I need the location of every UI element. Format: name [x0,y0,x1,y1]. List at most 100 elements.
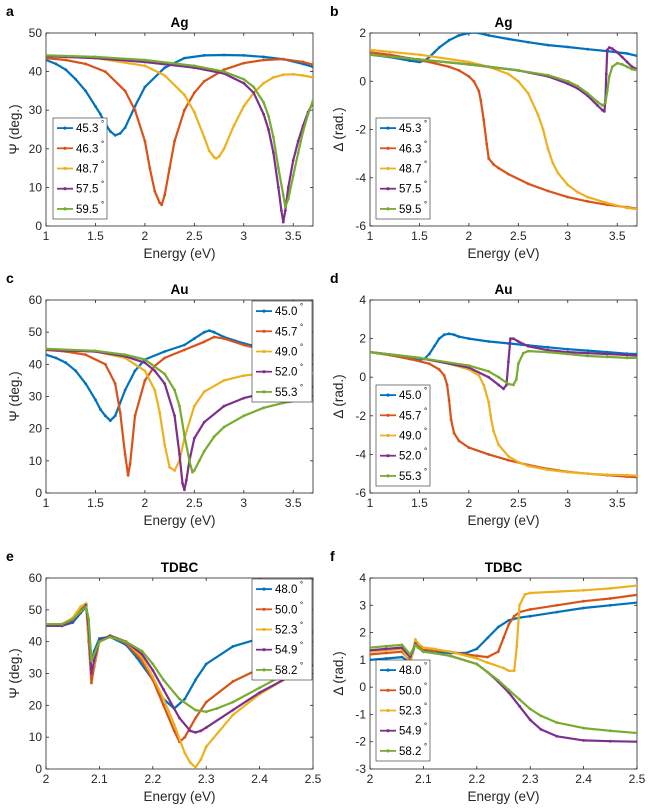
data-point [202,390,206,394]
x-tick-label: 2.5 [629,772,646,786]
data-point [202,79,206,83]
degree-symbol: ° [424,722,427,731]
data-point [497,443,500,447]
data-point [231,713,235,717]
data-point [625,65,629,69]
data-point [497,166,500,170]
data-point [143,369,147,373]
y-tick-label: 30 [29,103,43,117]
legend-label: 59.5 [76,204,98,216]
data-point [512,614,516,618]
legend-label: 48.7 [399,164,421,176]
y-tick-label: -6 [355,219,366,233]
data-point [163,382,167,385]
data-point [194,708,197,712]
x-tick-label: 1 [367,496,374,510]
data-point [202,449,206,453]
data-point [528,718,532,722]
legend-marker [386,729,390,733]
legend-marker [386,413,390,417]
data-point [267,128,270,131]
y-tick-label: 1 [359,653,366,667]
data-point [502,636,505,640]
data-point [98,640,101,644]
data-point [281,57,285,61]
degree-symbol: ° [101,139,104,148]
degree-symbol: ° [101,180,104,189]
data-point [528,608,532,611]
data-point [486,670,489,674]
data-point [521,351,525,355]
data-point [635,740,637,744]
data-point [555,603,559,607]
legend-label: 45.7 [275,326,297,338]
x-tick-label: 2.5 [186,229,203,243]
data-point [280,209,283,213]
data-point [586,472,589,476]
x-axis-label: Energy (eV) [143,789,215,804]
data-point [183,93,186,97]
data-point [497,375,500,379]
data-point [296,139,300,143]
x-tick-label: 3.5 [285,496,302,510]
panel-d: 1 1.5 2 2.5 3 3.5 -6 -4 -2 0 2 4 Energy (eV) Δ (rad.)… [330,270,638,528]
data-point [555,610,559,614]
data-point [586,200,589,203]
data-point [291,159,295,162]
legend-label: 49.0 [399,431,421,443]
data-point [502,387,505,391]
data-point [178,404,181,408]
data-point [133,108,137,112]
data-point [183,697,187,701]
data-point [151,668,155,672]
data-point [370,646,372,649]
data-point [192,337,196,340]
legend-label: 45.0 [399,390,421,402]
degree-symbol: ° [300,343,303,352]
data-point [60,622,64,626]
series-group [46,602,313,769]
data-point [267,114,270,118]
degree-symbol: ° [424,180,427,189]
data-point [479,99,483,102]
series-line-58.2 [370,643,637,735]
data-point [472,79,476,83]
data-point [108,419,112,422]
data-point [71,618,75,621]
data-point [442,333,446,337]
degree-symbol: ° [424,160,427,169]
series-line-50.0 [370,593,637,663]
y-tick-label: 60 [29,571,43,585]
legend-label: 54.9 [399,726,421,738]
data-point [475,654,479,658]
data-point [301,60,305,64]
data-point [183,108,186,112]
data-point [635,354,637,357]
data-point [528,591,532,595]
x-tick-label: 3.5 [609,496,626,510]
degree-symbol: ° [424,742,427,751]
x-tick-label: 2.3 [522,772,539,786]
data-point [207,329,211,332]
data-point [173,469,177,472]
data-point [586,91,589,95]
data-point [123,353,127,357]
data-point [306,112,310,116]
panel-letter: d [330,270,339,286]
data-point [133,414,137,418]
data-point [449,418,453,422]
degree-symbol: ° [101,160,104,169]
degree-symbol: ° [300,363,303,372]
x-tick-label: 1.5 [411,229,428,243]
data-point [526,349,530,353]
legend-label: 46.3 [76,143,98,155]
data-point [566,45,570,49]
panel-e: 2 2.1 2.2 2.3 2.4 2.5 0 10 20 30 40 50 60 Energy (eV)… [6,548,322,804]
data-point [99,112,102,116]
data-point [635,207,637,211]
data-point [555,721,559,724]
data-point [518,698,521,701]
data-point [507,458,510,462]
axes-frame [369,299,638,494]
